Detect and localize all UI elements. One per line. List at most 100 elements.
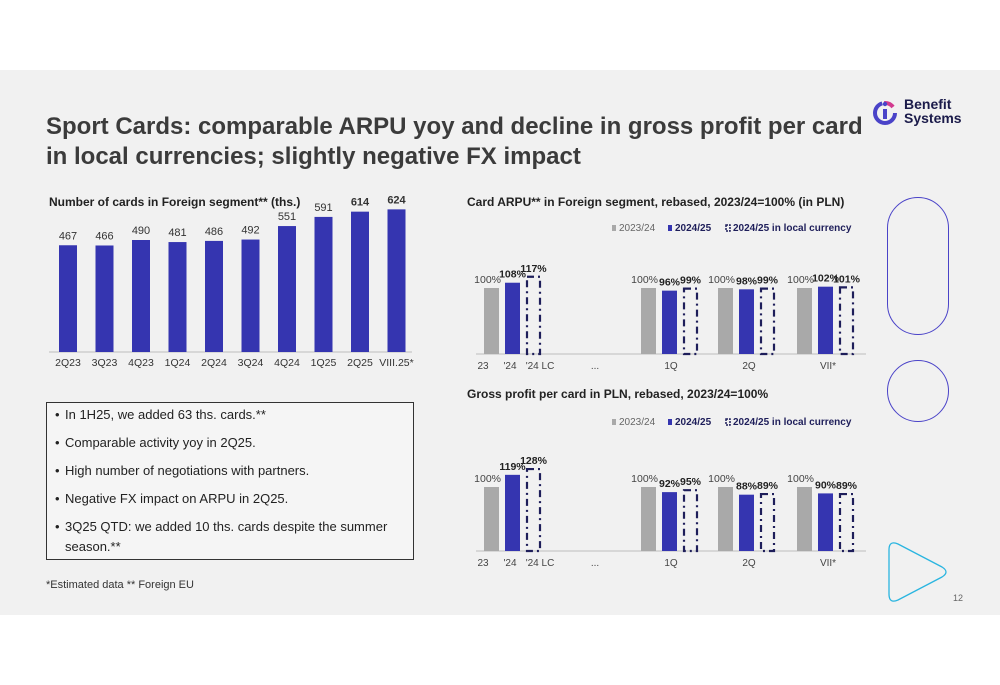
cards-data-label: 486 [205,226,223,238]
arpu-data-label: 99% [680,275,702,287]
cards-bar [205,240,223,352]
arpu-data-label: 117% [520,263,547,275]
arpu-tick-label: '24 [503,361,516,372]
gross-profit-chart-title: Gross profit per card in PLN, rebased, 2… [467,387,769,401]
arpu-data-label: 102% [812,273,840,285]
key-points-box: In 1H25, we added 63 ths. cards.** Compa… [46,402,414,560]
logo-text: Benefit Systems [904,97,962,125]
arpu-bar-prev [484,288,499,354]
logo-line-1: Benefit [904,96,952,112]
cards-data-label: 492 [241,225,259,237]
cards-tick-label: 2Q23 [55,357,81,369]
gp-legend-label: 2023/24 [619,417,656,428]
gp-bar-local-currency [525,467,542,553]
cards-tick-label: 2Q25 [347,357,373,369]
cards-bar [95,245,114,352]
bullet-item: High number of negotiations with partner… [55,461,405,481]
arpu-tick-label: VII* [820,361,836,372]
arpu-bar-local-currency [682,287,699,356]
arpu-data-label: 99% [757,275,779,287]
company-logo: Benefit Systems [872,97,982,131]
gp-bar-local-currency [759,492,776,553]
cards-tick-label: 1Q25 [311,357,337,369]
decorative-pill-shape [887,197,949,335]
arpu-bar-prev [797,288,812,354]
cards-bar [132,240,150,352]
arpu-data-label: 100% [787,274,814,286]
arpu-bar-local-currency [759,287,776,356]
arpu-chart-title: Card ARPU** in Foreign segment, rebased,… [467,195,845,209]
gp-bar-current [818,493,833,551]
cards-bar [314,216,333,352]
gp-data-label: 100% [631,473,658,485]
arpu-data-label: 100% [631,274,658,286]
arpu-bar-chart: 2023/24 2024/25 2024/25 in local currency 1… [474,223,866,372]
cards-bar [387,209,406,352]
arpu-bar-current [662,290,677,354]
arpu-legend-label: 2024/25 in local currency [733,223,852,234]
gp-data-label: 89% [757,480,779,492]
arpu-data-label: 101% [833,273,861,285]
bullet-item: Negative FX impact on ARPU in 2Q25. [55,489,405,509]
arpu-bar-local-currency [525,275,542,356]
gp-data-label: 90% [815,479,837,491]
cards-tick-label: 3Q23 [92,357,118,369]
cards-data-label: 551 [278,211,296,223]
cards-tick-label: 1Q24 [165,357,191,369]
gross-profit-bar-chart: 2023/24 2024/25 2024/25 in local currency 1… [474,417,866,569]
decorative-play-icon [888,542,947,602]
cards-data-label: 466 [95,230,113,242]
cards-tick-label: 4Q24 [274,357,300,369]
cards-tick-label: 4Q23 [128,357,154,369]
footnote: *Estimated data ** Foreign EU [46,579,194,591]
bullet-item: Comparable activity yoy in 2Q25. [55,433,405,453]
gp-bar-prev [484,487,499,551]
cards-tick-label: VIII.25* [379,357,413,369]
gp-tick-label: 2Q [742,558,756,569]
arpu-tick-label: 23 [477,361,489,372]
arpu-bar-prev [641,288,656,354]
arpu-tick-label: 2Q [742,361,756,372]
arpu-data-label: 108% [499,269,527,281]
cards-bar [59,245,77,352]
gp-bar-prev [718,487,733,551]
arpu-legend-label: 2023/24 [619,223,656,234]
page-number: 12 [953,593,964,603]
gp-tick-label: 1Q [664,558,678,569]
gp-bar-prev [641,487,656,551]
gp-tick-label: '24 [503,558,516,569]
arpu-bar-current [739,289,754,354]
gp-legend-swatch [725,418,731,426]
benefit-systems-logo-icon [873,101,897,125]
cards-bar [168,242,187,352]
gp-data-label: 100% [787,473,814,485]
cards-bar-chart: 467 2Q23 466 3Q23 490 4Q23 481 1Q24 486 2Q24 492 3Q… [49,194,414,369]
gp-data-label: 95% [680,476,702,488]
arpu-data-label: 100% [708,274,735,286]
arpu-bar-local-currency [838,286,855,356]
gp-data-label: 119% [499,461,526,473]
cards-data-label: 591 [314,202,332,214]
gp-legend-label: 2024/25 in local currency [733,417,852,428]
cards-bar [351,211,369,352]
gp-bar-prev [797,487,812,551]
arpu-bar-current [818,286,833,354]
arpu-tick-label: '24 LC [526,361,555,372]
arpu-data-label: 96% [659,277,681,289]
cards-tick-label: 2Q24 [201,357,227,369]
gp-legend-swatch [668,419,672,425]
gp-bar-local-currency [682,489,699,553]
gp-tick-label: 23 [477,558,489,569]
arpu-legend-label: 2024/25 [675,223,712,234]
gp-tick-label: ... [591,558,599,569]
cards-tick-label: 3Q24 [238,357,264,369]
gp-legend-swatch [612,419,616,425]
arpu-data-label: 98% [736,275,758,287]
gp-data-label: 89% [836,480,858,492]
cards-data-label: 467 [59,230,77,242]
decorative-circle-shape [887,360,949,422]
cards-data-label: 614 [351,197,370,209]
cards-chart-title: Number of cards in Foreign segment** (th… [49,195,301,209]
slide: Sport Cards: comparable ARPU yoy and dec… [0,70,1000,615]
cards-bar [241,239,260,352]
